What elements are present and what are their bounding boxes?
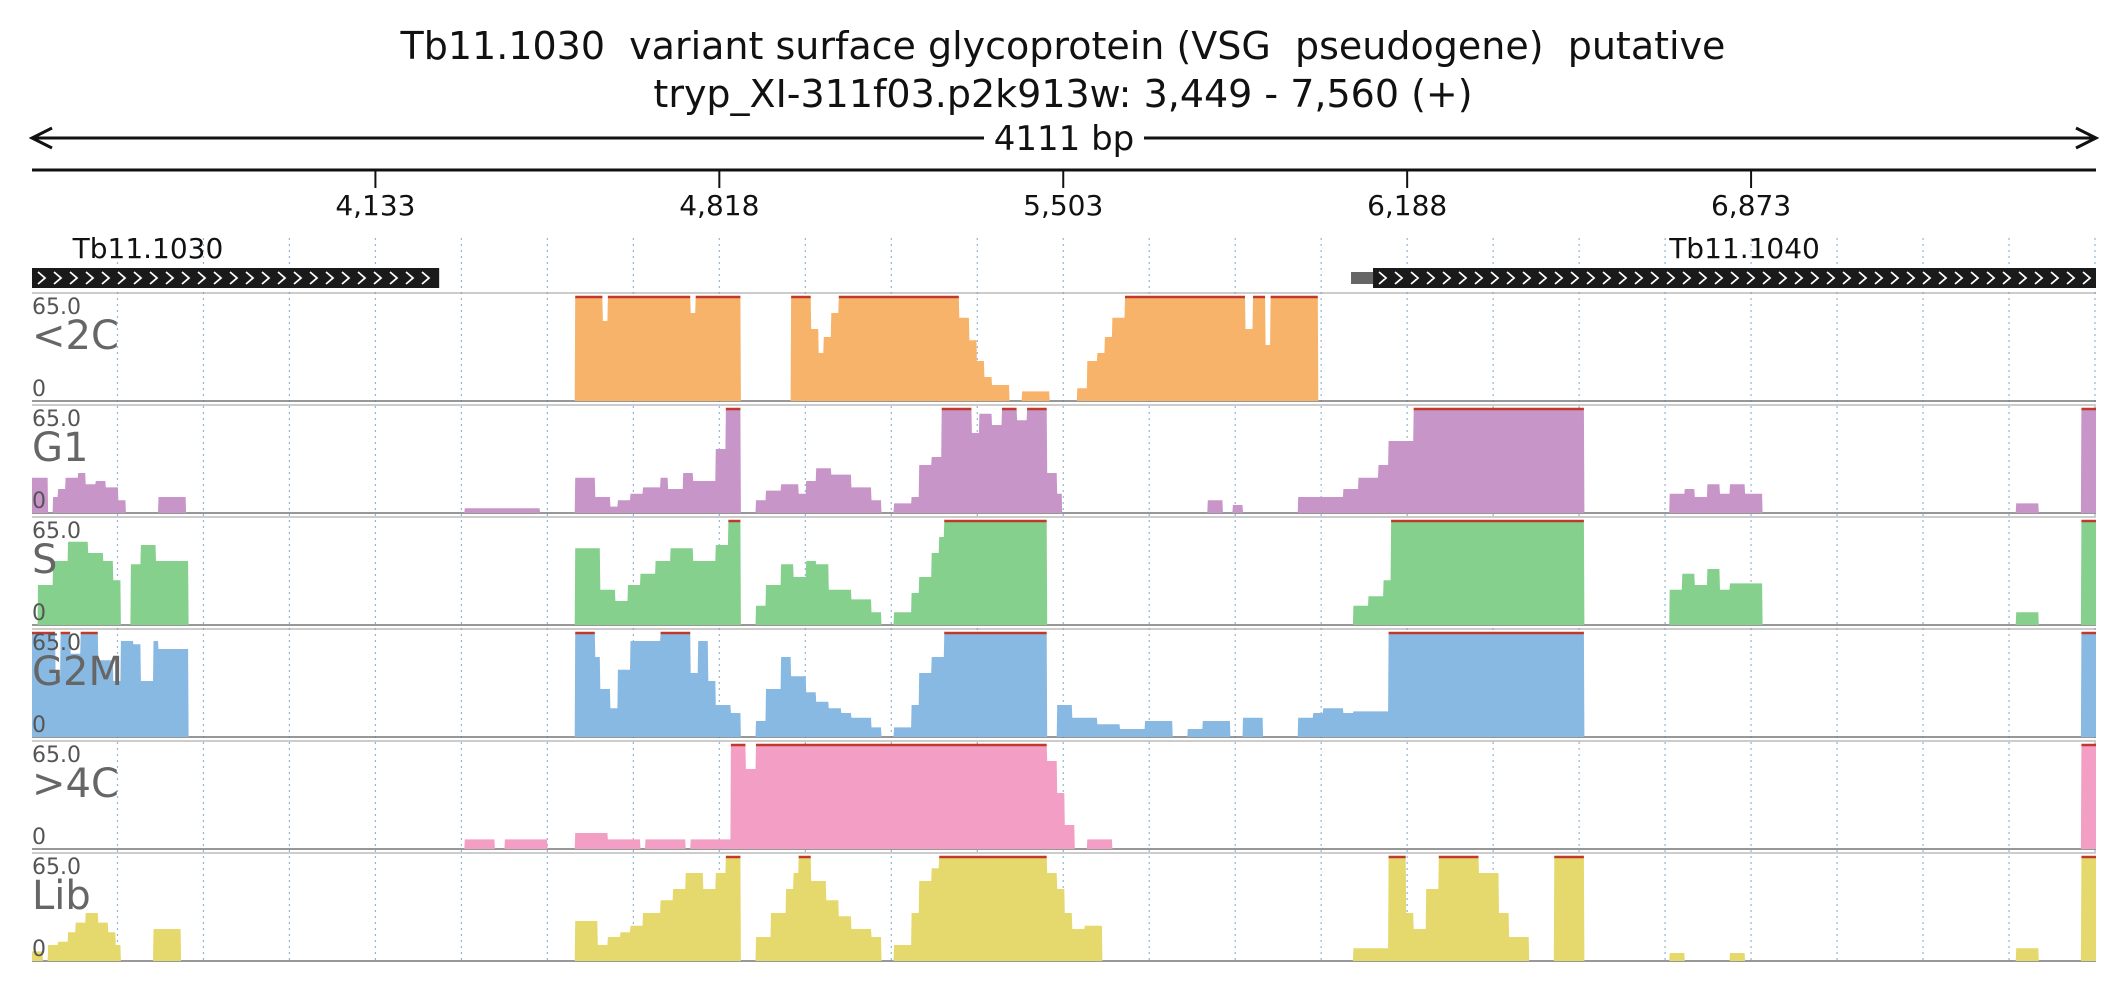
coverage-tracks: 65.00<2C65.00G165.00S65.00G2M65.00>4C65.… bbox=[32, 292, 2096, 962]
y-max-label: 65.0 bbox=[32, 295, 81, 320]
track-g2m: 65.0 0 G2M bbox=[32, 628, 2096, 738]
y-min-label: 0 bbox=[32, 825, 46, 850]
gene-label: Tb11.1040 bbox=[1668, 232, 1820, 265]
gene-start-marker bbox=[1351, 272, 1374, 284]
y-max-label: 65.0 bbox=[32, 855, 81, 880]
coordinate-ruler: 4,133 4,818 5,503 6,188 6,873 bbox=[32, 168, 2096, 222]
coverage-area bbox=[574, 297, 1319, 401]
span-arrowhead-right bbox=[2075, 126, 2100, 150]
tick-label: 6,873 bbox=[1711, 189, 1791, 222]
tick-label: 5,503 bbox=[1023, 189, 1103, 222]
coverage-area bbox=[32, 409, 2096, 513]
y-max-label: 65.0 bbox=[32, 407, 81, 432]
track-name-label: <2C bbox=[32, 313, 119, 359]
gene-track: Tb11.1030 Tb11.1040 bbox=[32, 232, 2096, 288]
span-arrowhead-left bbox=[28, 126, 53, 150]
track-name-label: G2M bbox=[32, 649, 123, 695]
gene-strand-chevrons bbox=[1378, 271, 2092, 285]
y-max-label: 65.0 bbox=[32, 743, 81, 768]
track-name-label: >4C bbox=[32, 761, 119, 807]
tick-label: 4,818 bbox=[679, 189, 759, 222]
y-max-label: 65.0 bbox=[32, 631, 81, 656]
gene-label: Tb11.1030 bbox=[72, 232, 224, 265]
track-g1: 65.0 0 G1 bbox=[32, 404, 2096, 514]
tick-label: 6,188 bbox=[1367, 189, 1447, 222]
track-name-label: G1 bbox=[32, 425, 88, 471]
gene-strand-chevrons bbox=[37, 271, 431, 285]
chart-subtitle: tryp_XI-311f03.p2k913w: 3,449 - 7,560 (+… bbox=[653, 72, 1473, 116]
track-name-label: Lib bbox=[32, 873, 91, 919]
coverage-area bbox=[32, 633, 2096, 737]
track-4c: 65.0 0 >4C bbox=[32, 740, 2096, 850]
gene-bar bbox=[1373, 268, 2096, 288]
track-name-label: S bbox=[32, 537, 57, 583]
track-2c: 65.0 0 <2C bbox=[32, 292, 2096, 402]
y-min-label: 0 bbox=[32, 377, 46, 402]
span-arrow: 4111 bp bbox=[28, 119, 2100, 159]
y-max-label: 65.0 bbox=[32, 519, 81, 544]
chart-title: Tb11.1030 variant surface glycoprotein (… bbox=[400, 24, 1726, 68]
y-min-label: 0 bbox=[32, 937, 46, 962]
track-s: 65.0 0 S bbox=[32, 516, 2096, 626]
y-min-label: 0 bbox=[32, 601, 46, 626]
y-min-label: 0 bbox=[32, 489, 46, 514]
track-lib: 65.0 0 Lib bbox=[32, 852, 2096, 962]
coverage-area bbox=[464, 745, 2096, 849]
span-length-label: 4111 bp bbox=[994, 119, 1135, 159]
coverage-area bbox=[32, 857, 2096, 961]
tick-label: 4,133 bbox=[335, 189, 415, 222]
y-min-label: 0 bbox=[32, 713, 46, 738]
coverage-area bbox=[37, 521, 2096, 625]
